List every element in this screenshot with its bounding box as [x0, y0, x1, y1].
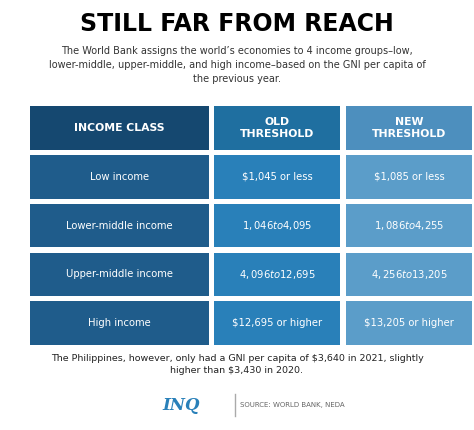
Text: Low income: Low income: [90, 172, 149, 182]
Text: Upper-middle income: Upper-middle income: [66, 269, 173, 280]
Text: SOURCE: WORLD BANK, NEDA: SOURCE: WORLD BANK, NEDA: [240, 402, 345, 408]
FancyBboxPatch shape: [346, 301, 472, 345]
FancyBboxPatch shape: [214, 301, 340, 345]
Text: The World Bank assigns the world’s economies to 4 income groups–low,
lower-middl: The World Bank assigns the world’s econo…: [49, 46, 425, 84]
Text: $1,046 to $4,095: $1,046 to $4,095: [242, 219, 312, 232]
Text: $12,695 or higher: $12,695 or higher: [232, 318, 322, 328]
Text: INCOME CLASS: INCOME CLASS: [74, 123, 164, 133]
FancyBboxPatch shape: [346, 204, 472, 248]
FancyBboxPatch shape: [214, 252, 340, 296]
Text: $1,045 or less: $1,045 or less: [242, 172, 313, 182]
FancyBboxPatch shape: [214, 107, 340, 150]
FancyBboxPatch shape: [346, 252, 472, 296]
FancyBboxPatch shape: [214, 155, 340, 199]
Text: $1,086 to $4,255: $1,086 to $4,255: [374, 219, 444, 232]
FancyBboxPatch shape: [30, 107, 209, 150]
Text: $13,205 or higher: $13,205 or higher: [364, 318, 454, 328]
Text: $4,096 to $12,695: $4,096 to $12,695: [239, 268, 316, 281]
FancyBboxPatch shape: [30, 204, 209, 248]
Text: STILL FAR FROM REACH: STILL FAR FROM REACH: [80, 12, 394, 36]
FancyBboxPatch shape: [30, 252, 209, 296]
Text: $1,085 or less: $1,085 or less: [374, 172, 445, 182]
Text: NEW
THRESHOLD: NEW THRESHOLD: [372, 117, 446, 139]
FancyBboxPatch shape: [346, 107, 472, 150]
Text: The Philippines, however, only had a GNI per capita of $3,640 in 2021, slightly
: The Philippines, however, only had a GNI…: [51, 354, 423, 375]
FancyBboxPatch shape: [30, 301, 209, 345]
Text: High income: High income: [88, 318, 151, 328]
FancyBboxPatch shape: [346, 155, 472, 199]
Text: $4,256 to $13,205: $4,256 to $13,205: [371, 268, 447, 281]
Text: Lower-middle income: Lower-middle income: [66, 221, 173, 230]
Text: INQ: INQ: [163, 396, 201, 414]
FancyBboxPatch shape: [214, 204, 340, 248]
Text: OLD
THRESHOLD: OLD THRESHOLD: [240, 117, 315, 139]
FancyBboxPatch shape: [30, 155, 209, 199]
